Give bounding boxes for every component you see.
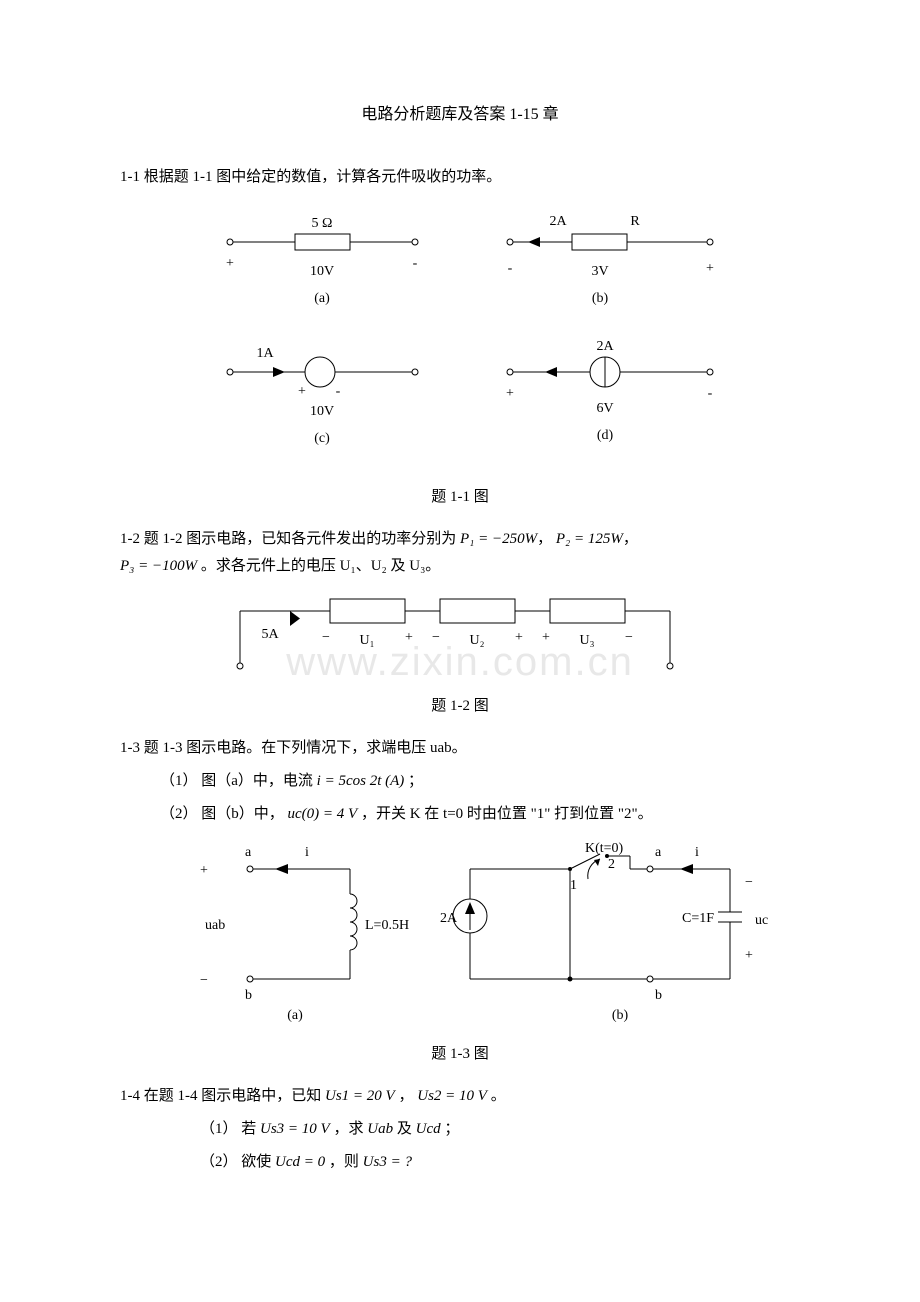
- fig-c-V: 10V: [310, 404, 334, 419]
- svg-text:C=1F: C=1F: [682, 911, 714, 926]
- svg-text:(b): (b): [612, 1008, 629, 1023]
- q1-3-text: 1-3 题 1-3 图示电路。在下列情况下，求端电压 uab。: [120, 735, 800, 762]
- fig-1-1: 5 Ω + - 10V (a) 2A R - + 3V (b): [160, 197, 760, 477]
- fig-a-V: 10V: [310, 264, 334, 279]
- svg-text:−: −: [745, 875, 753, 890]
- svg-text:1: 1: [570, 878, 577, 893]
- svg-text:(a): (a): [287, 1008, 303, 1023]
- svg-text:i: i: [695, 845, 699, 860]
- fig-b-sub: (b): [592, 291, 609, 306]
- fig-b-R: R: [630, 214, 640, 229]
- svg-text:L=0.5H: L=0.5H: [365, 918, 409, 933]
- fig-a-R: 5 Ω: [312, 216, 333, 231]
- svg-text:−: −: [625, 630, 633, 645]
- svg-text:5A: 5A: [261, 627, 279, 642]
- page-title: 电路分析题库及答案 1-15 章: [120, 100, 800, 124]
- svg-text:U₂: U₂: [470, 633, 485, 648]
- svg-text:U₁: U₁: [360, 633, 375, 648]
- plus: +: [706, 261, 714, 276]
- fig-1-1-caption: 题 1-1 图: [120, 485, 800, 506]
- q1-4-item1: （1） 若 Us3 = 10 V ，求 Uab 及 Ucd ；: [120, 1116, 800, 1143]
- svg-text:i: i: [305, 845, 309, 860]
- svg-text:+: +: [405, 630, 413, 645]
- svg-text:−: −: [432, 630, 440, 645]
- q1-2-text: 1-2 题 1-2 图示电路，已知各元件发出的功率分别为 P₁ = −250W，…: [120, 526, 800, 580]
- plus: +: [298, 384, 306, 399]
- svg-text:b: b: [245, 988, 252, 1003]
- svg-text:U₃: U₃: [580, 633, 595, 648]
- svg-text:+: +: [200, 863, 208, 878]
- fig-a-sub: (a): [314, 291, 330, 306]
- q1-1-text: 1-1 根据题 1-1 图中给定的数值，计算各元件吸收的功率。: [120, 164, 800, 191]
- svg-text:−: −: [322, 630, 330, 645]
- svg-text:a: a: [245, 845, 252, 860]
- fig-c-I: 1A: [256, 346, 274, 361]
- q1-4-text: 1-4 在题 1-4 图示电路中，已知 Us1 = 20 V ， Us2 = 1…: [120, 1083, 800, 1110]
- fig-b-I: 2A: [549, 214, 567, 229]
- plus: +: [506, 386, 514, 401]
- fig-1-3: a i + − b uab L=0.5H (a) K(t=0): [140, 834, 780, 1034]
- minus: -: [508, 261, 513, 276]
- plus: +: [226, 256, 234, 271]
- minus: -: [708, 386, 713, 401]
- minus: -: [336, 384, 341, 399]
- svg-text:2A: 2A: [440, 911, 458, 926]
- q1-4-item2: （2） 欲使 Ucd = 0 ，则 Us3 = ?: [120, 1149, 800, 1176]
- q1-3-item2: （2） 图（b）中， uc(0) = 4 V ，开关 K 在 t=0 时由位置 …: [120, 801, 800, 828]
- fig-c-sub: (c): [314, 431, 330, 446]
- svg-text:+: +: [745, 948, 753, 963]
- svg-text:uc: uc: [755, 913, 768, 928]
- svg-text:+: +: [515, 630, 523, 645]
- svg-text:−: −: [200, 973, 208, 988]
- svg-text:2: 2: [608, 857, 615, 872]
- fig-1-3-caption: 题 1-3 图: [120, 1042, 800, 1063]
- svg-text:+: +: [542, 630, 550, 645]
- fig-d-sub: (d): [597, 428, 614, 443]
- fig-1-2: 5A − U₁ + − U₂ + + U₃ −: [220, 586, 700, 686]
- svg-text:a: a: [655, 845, 662, 860]
- svg-text:uab: uab: [205, 918, 225, 933]
- minus: -: [413, 256, 418, 271]
- fig-b-V: 3V: [591, 264, 608, 279]
- fig-1-2-caption: 题 1-2 图: [120, 694, 800, 715]
- q1-3-item1: （1） 图（a）中，电流 i = 5cos 2t (A) ；: [120, 768, 800, 795]
- svg-text:b: b: [655, 988, 662, 1003]
- fig-d-I: 2A: [596, 339, 614, 354]
- fig-d-V: 6V: [596, 401, 613, 416]
- svg-text:K(t=0): K(t=0): [585, 841, 624, 856]
